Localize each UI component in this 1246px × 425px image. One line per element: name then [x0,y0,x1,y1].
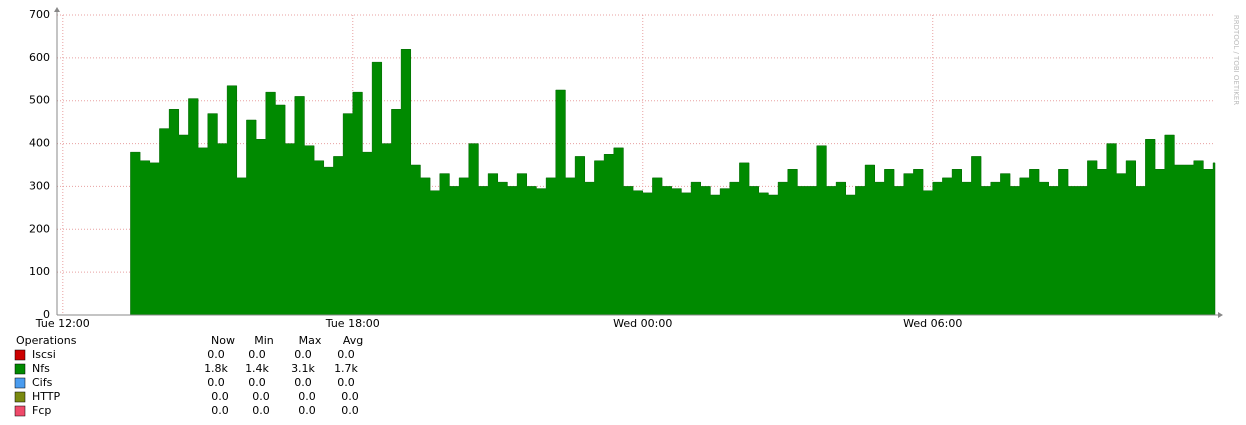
y-tick-label: 700 [29,8,50,21]
legend-stat: 1.8k [204,362,228,375]
legend-stat: 0.0 [337,376,355,389]
legend-header: Max [299,334,322,347]
legend-stat: 0.0 [207,348,225,361]
legend-stat: 1.4k [245,362,269,375]
legend-header: Min [254,334,274,347]
y-tick-label: 400 [29,137,50,150]
legend-swatch [14,363,26,375]
legend-stat: 0.0 [341,390,359,403]
legend-label: Cifs [32,376,53,389]
legend-stat: 0.0 [341,404,359,417]
legend-stat: 0.0 [207,376,225,389]
legend-stat: 0.0 [211,404,229,417]
legend-header: Avg [343,334,363,347]
area [130,49,1216,316]
legend-stat: 0.0 [252,390,270,403]
legend-header: Operations [16,334,77,347]
legend-label: HTTP [32,390,61,403]
y-tick-label: 500 [29,94,50,107]
x-tick-label: Tue 12:00 [35,317,90,330]
legend-swatch [14,377,26,389]
legend-stat: 0.0 [211,390,229,403]
legend-label: Nfs [32,362,50,375]
legend-stat: 0.0 [337,348,355,361]
legend-stat: 0.0 [298,404,316,417]
legend-swatch [14,405,26,417]
legend-stat: 3.1k [291,362,315,375]
legend-stat: 0.0 [294,376,312,389]
x-tick-label: Wed 00:00 [613,317,672,330]
y-tick-label: 100 [29,265,50,278]
x-tick-label: Wed 06:00 [903,317,962,330]
legend-header: Now [211,334,235,347]
arrow [1218,312,1223,318]
legend-stat: 0.0 [252,404,270,417]
x-tick-label: Tue 18:00 [325,317,380,330]
y-tick-label: 600 [29,51,50,64]
legend-swatch [14,349,26,361]
watermark: RRDTOOL / TOBI OETIKER [1232,15,1240,105]
arrow [54,7,60,12]
legend-stat: 0.0 [298,390,316,403]
y-tick-label: 300 [29,179,50,192]
legend-label: Iscsi [32,348,56,361]
legend-stat: 0.0 [294,348,312,361]
legend-stat: 0.0 [248,376,266,389]
legend-label: Fcp [32,404,51,417]
legend-stat: 1.7k [334,362,358,375]
legend-swatch [14,391,26,403]
y-tick-label: 0 [43,308,50,321]
legend-stat: 0.0 [248,348,266,361]
y-tick-label: 200 [29,222,50,235]
